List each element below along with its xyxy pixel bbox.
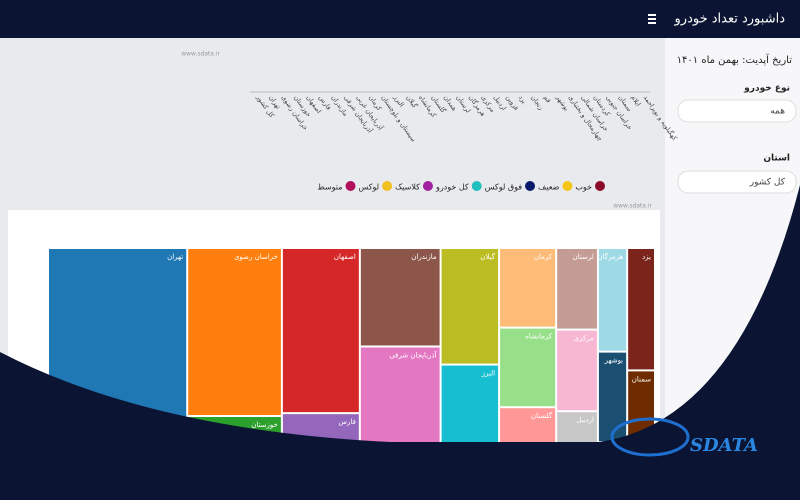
treemap-cell xyxy=(557,330,597,411)
legend-label: کلاسیک xyxy=(395,183,420,192)
filter-select[interactable] xyxy=(677,99,797,123)
watermark: www.sdata.ir xyxy=(613,203,652,210)
logo-ring xyxy=(610,417,690,457)
treemap-label: خوزستان xyxy=(251,421,278,429)
x-tick-label: قم xyxy=(542,94,553,105)
x-tick-label: یزد xyxy=(517,94,528,106)
legend-swatch xyxy=(562,181,573,191)
treemap-cell xyxy=(282,249,359,413)
treemap-label: سمنان xyxy=(632,375,651,383)
treemap-cell xyxy=(360,347,440,449)
treemap-label: هرمزگان xyxy=(597,252,623,261)
treemap-label: خراسان رضوی xyxy=(234,253,278,261)
treemap-cell xyxy=(500,328,556,407)
update-date: تاریخ آپدیت: بهمن ماه ۱۴۰۱ xyxy=(677,53,793,66)
filter-value: همه xyxy=(770,107,785,117)
treemap-label: لرستان xyxy=(573,253,594,261)
watermark: www.sdata.ir xyxy=(181,51,220,58)
legend-swatch xyxy=(471,181,482,191)
treemap-label: گلستان xyxy=(531,411,553,420)
header-title: داشبورد تعداد خودرو xyxy=(674,12,786,27)
legend-label: متوسط xyxy=(317,183,342,192)
treemap-cell xyxy=(360,249,440,346)
legend-label: ضعیف xyxy=(538,183,560,192)
treemap-label: تهران xyxy=(167,253,183,261)
legend-label: کل خودرو xyxy=(435,183,469,192)
treemap-cell xyxy=(628,249,654,370)
treemap-label: مرکزی xyxy=(574,335,595,343)
treemap-label: البرز xyxy=(481,370,495,378)
legend-swatch xyxy=(345,181,356,191)
legend-swatch xyxy=(525,181,536,191)
legend-label: لوکس xyxy=(359,183,380,192)
treemap-label: فارس xyxy=(338,418,355,426)
treemap-label: آذربایجان شرقی xyxy=(389,350,437,359)
logo: SDATA xyxy=(690,435,758,456)
treemap-label: اصفهان xyxy=(334,253,356,261)
treemap-label: کرمان xyxy=(534,253,553,261)
filter-select[interactable] xyxy=(677,170,797,194)
treemap-label: کرمانشاه xyxy=(525,333,553,341)
treemap-cell xyxy=(598,352,627,442)
top-bar xyxy=(0,0,800,38)
legend-swatch xyxy=(595,181,605,191)
filter-label: استان xyxy=(763,154,790,164)
treemap-label: اردبیل xyxy=(576,416,594,424)
treemap-cell xyxy=(557,249,597,329)
filter-label: نوع خودرو xyxy=(743,84,790,94)
treemap-cell xyxy=(441,249,499,364)
filter-value: کل کشور xyxy=(749,178,786,188)
legend-label: خوب xyxy=(575,183,592,192)
legend-label: فوق لوکس xyxy=(485,183,522,192)
treemap-label: یزد xyxy=(642,253,651,261)
legend-swatch xyxy=(382,181,393,191)
treemap-cell xyxy=(598,249,627,351)
legend-swatch xyxy=(422,181,433,191)
treemap-label: مازندران xyxy=(411,253,437,261)
treemap-label: گیلان xyxy=(480,252,495,261)
treemap-label: بوشهر xyxy=(604,357,624,365)
navy-wave xyxy=(0,185,800,500)
menu-icon[interactable] xyxy=(648,14,656,24)
treemap-cell xyxy=(188,249,281,415)
treemap-cell xyxy=(500,249,556,327)
